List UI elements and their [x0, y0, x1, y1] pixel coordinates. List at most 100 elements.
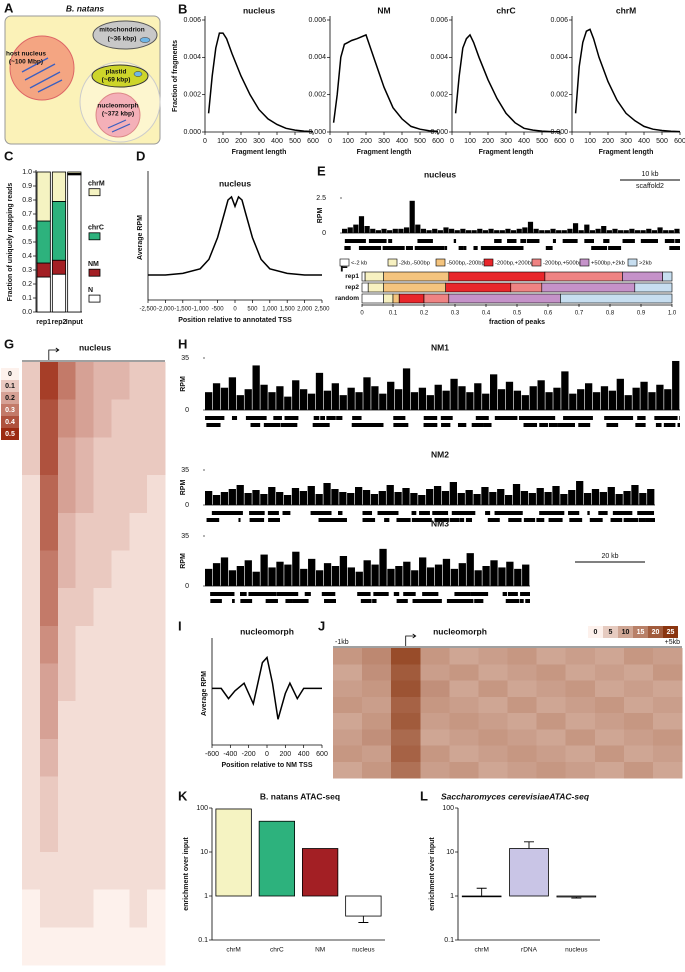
gene-model: [419, 511, 430, 515]
signal-bar: [572, 223, 579, 233]
x-tick-label: 2,000: [297, 307, 313, 313]
signal-bar: [244, 389, 252, 410]
signal-bar: [490, 374, 498, 410]
heatmap-cell: [39, 588, 59, 627]
x-tick-label: 0: [450, 138, 454, 145]
gene-model: [275, 416, 282, 420]
gene-model: [289, 592, 299, 596]
signal-bar: [363, 377, 371, 410]
gene-model: [519, 599, 524, 603]
signal-bar: [260, 554, 268, 586]
y-tick-label: 0.9: [22, 183, 32, 190]
signal-bar: [379, 548, 387, 586]
gene-model: [483, 423, 487, 427]
x-tick-label: Input: [66, 319, 84, 326]
heatmap-cell: [565, 664, 596, 681]
y-axis-label: Average RPM: [137, 215, 144, 260]
gene-model: [646, 511, 655, 515]
gene-model: [443, 416, 453, 420]
gene-model: [592, 246, 601, 250]
gene-model: [414, 246, 422, 250]
heatmap-cell: [22, 625, 41, 664]
heatmap-cell: [536, 680, 567, 698]
heatmap-cell: [22, 512, 41, 551]
gene-model: [589, 518, 603, 522]
gene-model: [377, 511, 390, 515]
heatmap-cell: [75, 776, 94, 815]
gene-model: [396, 592, 400, 596]
heatmap-cell: [39, 475, 59, 514]
signal-bar: [618, 230, 624, 233]
signal-bar: [433, 486, 442, 505]
compartment-size: (~372 kbp): [102, 111, 134, 118]
gene-model: [488, 518, 494, 522]
gene-model: [566, 416, 571, 420]
heatmap-cell: [39, 776, 59, 815]
signal-bar: [640, 381, 648, 410]
signal-bar: [516, 228, 522, 233]
x-tick-label: 200: [235, 138, 247, 145]
gene-model: [638, 518, 644, 522]
gene-model: [282, 511, 291, 515]
signal-bar: [539, 230, 545, 233]
y-axis-label: RPM: [180, 553, 187, 569]
signal-bar: [331, 489, 339, 505]
signal-bar: [656, 384, 664, 410]
x-tick-label: 0.4: [482, 311, 491, 317]
signal-bar: [568, 490, 576, 505]
signal-bar: [252, 571, 260, 586]
signal-bar: [569, 393, 577, 410]
gene-model: [447, 423, 451, 427]
heatmap-cell: [147, 738, 166, 777]
signal-bar: [339, 395, 347, 410]
heatmap-cell: [565, 713, 596, 730]
gene-model: [564, 416, 568, 420]
legend-swatch: [1, 404, 19, 416]
gene-model: [427, 416, 436, 420]
x-tick-label: chrM: [474, 947, 488, 954]
x-tick-label: -500: [212, 307, 225, 313]
y-tick-label: 0: [185, 583, 189, 590]
heatmap-cell: [623, 761, 654, 779]
signal-bar: [482, 393, 490, 410]
legend-swatch: [339, 258, 350, 267]
bar-segment: [398, 293, 425, 304]
heatmap-cell: [652, 680, 683, 698]
signal-bar: [323, 390, 332, 410]
gene-model: [393, 592, 398, 596]
x-tick-label: 200: [482, 138, 494, 145]
gene-model: [508, 518, 511, 522]
signal-bar: [441, 491, 450, 505]
signal-bar: [521, 395, 529, 410]
bar-segment: [392, 293, 400, 304]
bar: [258, 820, 296, 897]
gene-model: [431, 592, 439, 596]
heatmap-cell: [536, 729, 567, 746]
heatmap-cell: [449, 696, 479, 714]
y-tick-label: 0.6: [22, 225, 32, 232]
signal-bar: [474, 383, 482, 410]
signal-bar: [426, 489, 434, 505]
x-tick-label: 600: [316, 751, 328, 758]
x-tick-label: 1,000: [262, 307, 278, 313]
gene-model: [472, 423, 484, 427]
signal-bar: [347, 387, 355, 410]
heatmap-cell: [22, 927, 41, 966]
gene-model: [624, 518, 627, 522]
gene-model: [411, 511, 417, 515]
gene-model: [250, 416, 262, 420]
signal-bar: [307, 393, 316, 410]
gene-model: [217, 599, 220, 603]
legend-label: 0.3: [5, 407, 15, 414]
chart-title: NM: [377, 5, 390, 15]
signal-bar: [355, 487, 363, 505]
signal-bar: [567, 228, 573, 233]
signal-bar: [371, 564, 379, 586]
heatmap-cell: [594, 696, 625, 714]
signal-bar: [482, 566, 490, 586]
gene-model: [372, 599, 377, 603]
gene-model: [378, 239, 387, 243]
heatmap-cell: [478, 680, 508, 698]
gene-model: [645, 518, 652, 522]
